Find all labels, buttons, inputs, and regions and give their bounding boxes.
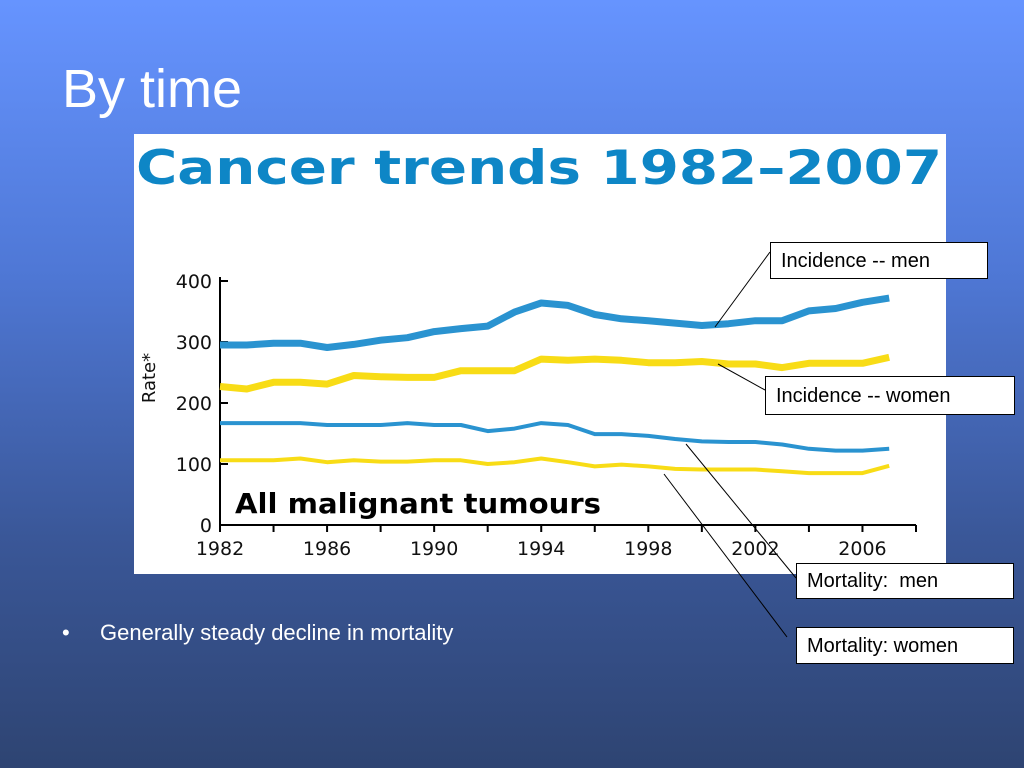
- y-tick-label: 300: [176, 332, 212, 354]
- chart-panel: Cancer trends 1982–2007 All malignant tu…: [134, 134, 946, 574]
- chart-annotation: All malignant tumours: [235, 487, 601, 520]
- series-line-incidence-men: [220, 294, 890, 351]
- x-tick-label: 1994: [517, 538, 565, 560]
- callout-mortality-women: Mortality: women: [796, 627, 1014, 664]
- y-tick-label: 0: [200, 515, 212, 537]
- x-tick-label: 1986: [303, 538, 351, 560]
- series-line-mortality-men: [220, 421, 890, 453]
- callout-incidence-men: Incidence -- men: [770, 242, 988, 279]
- cancer-trends-chart: Cancer trends 1982–2007 All malignant tu…: [136, 141, 942, 560]
- bullet-list: • Generally steady decline in mortality: [62, 620, 453, 646]
- slide-title: By time: [62, 59, 243, 119]
- chart-title: Cancer trends 1982–2007: [136, 141, 942, 196]
- x-tick-label: 2002: [731, 538, 779, 560]
- bullet-text: Generally steady decline in mortality: [100, 620, 454, 645]
- y-tick-label: 200: [176, 393, 212, 415]
- y-axis-label: Rate*: [139, 353, 160, 403]
- x-tick-label: 1990: [410, 538, 458, 560]
- x-tick-label: 1998: [624, 538, 672, 560]
- series-line-mortality-women: [220, 456, 890, 476]
- y-tick-label: 100: [176, 454, 212, 476]
- series-line-incidence-women: [219, 353, 890, 393]
- x-tick-label: 1982: [196, 538, 244, 560]
- bullet-marker: •: [62, 620, 70, 645]
- callout-incidence-women: Incidence -- women: [765, 376, 1015, 415]
- callout-mortality-men: Mortality: men: [796, 563, 1014, 599]
- y-tick-label: 400: [176, 271, 212, 293]
- bullet-item: • Generally steady decline in mortality: [62, 620, 453, 646]
- x-tick-label: 2006: [838, 538, 886, 560]
